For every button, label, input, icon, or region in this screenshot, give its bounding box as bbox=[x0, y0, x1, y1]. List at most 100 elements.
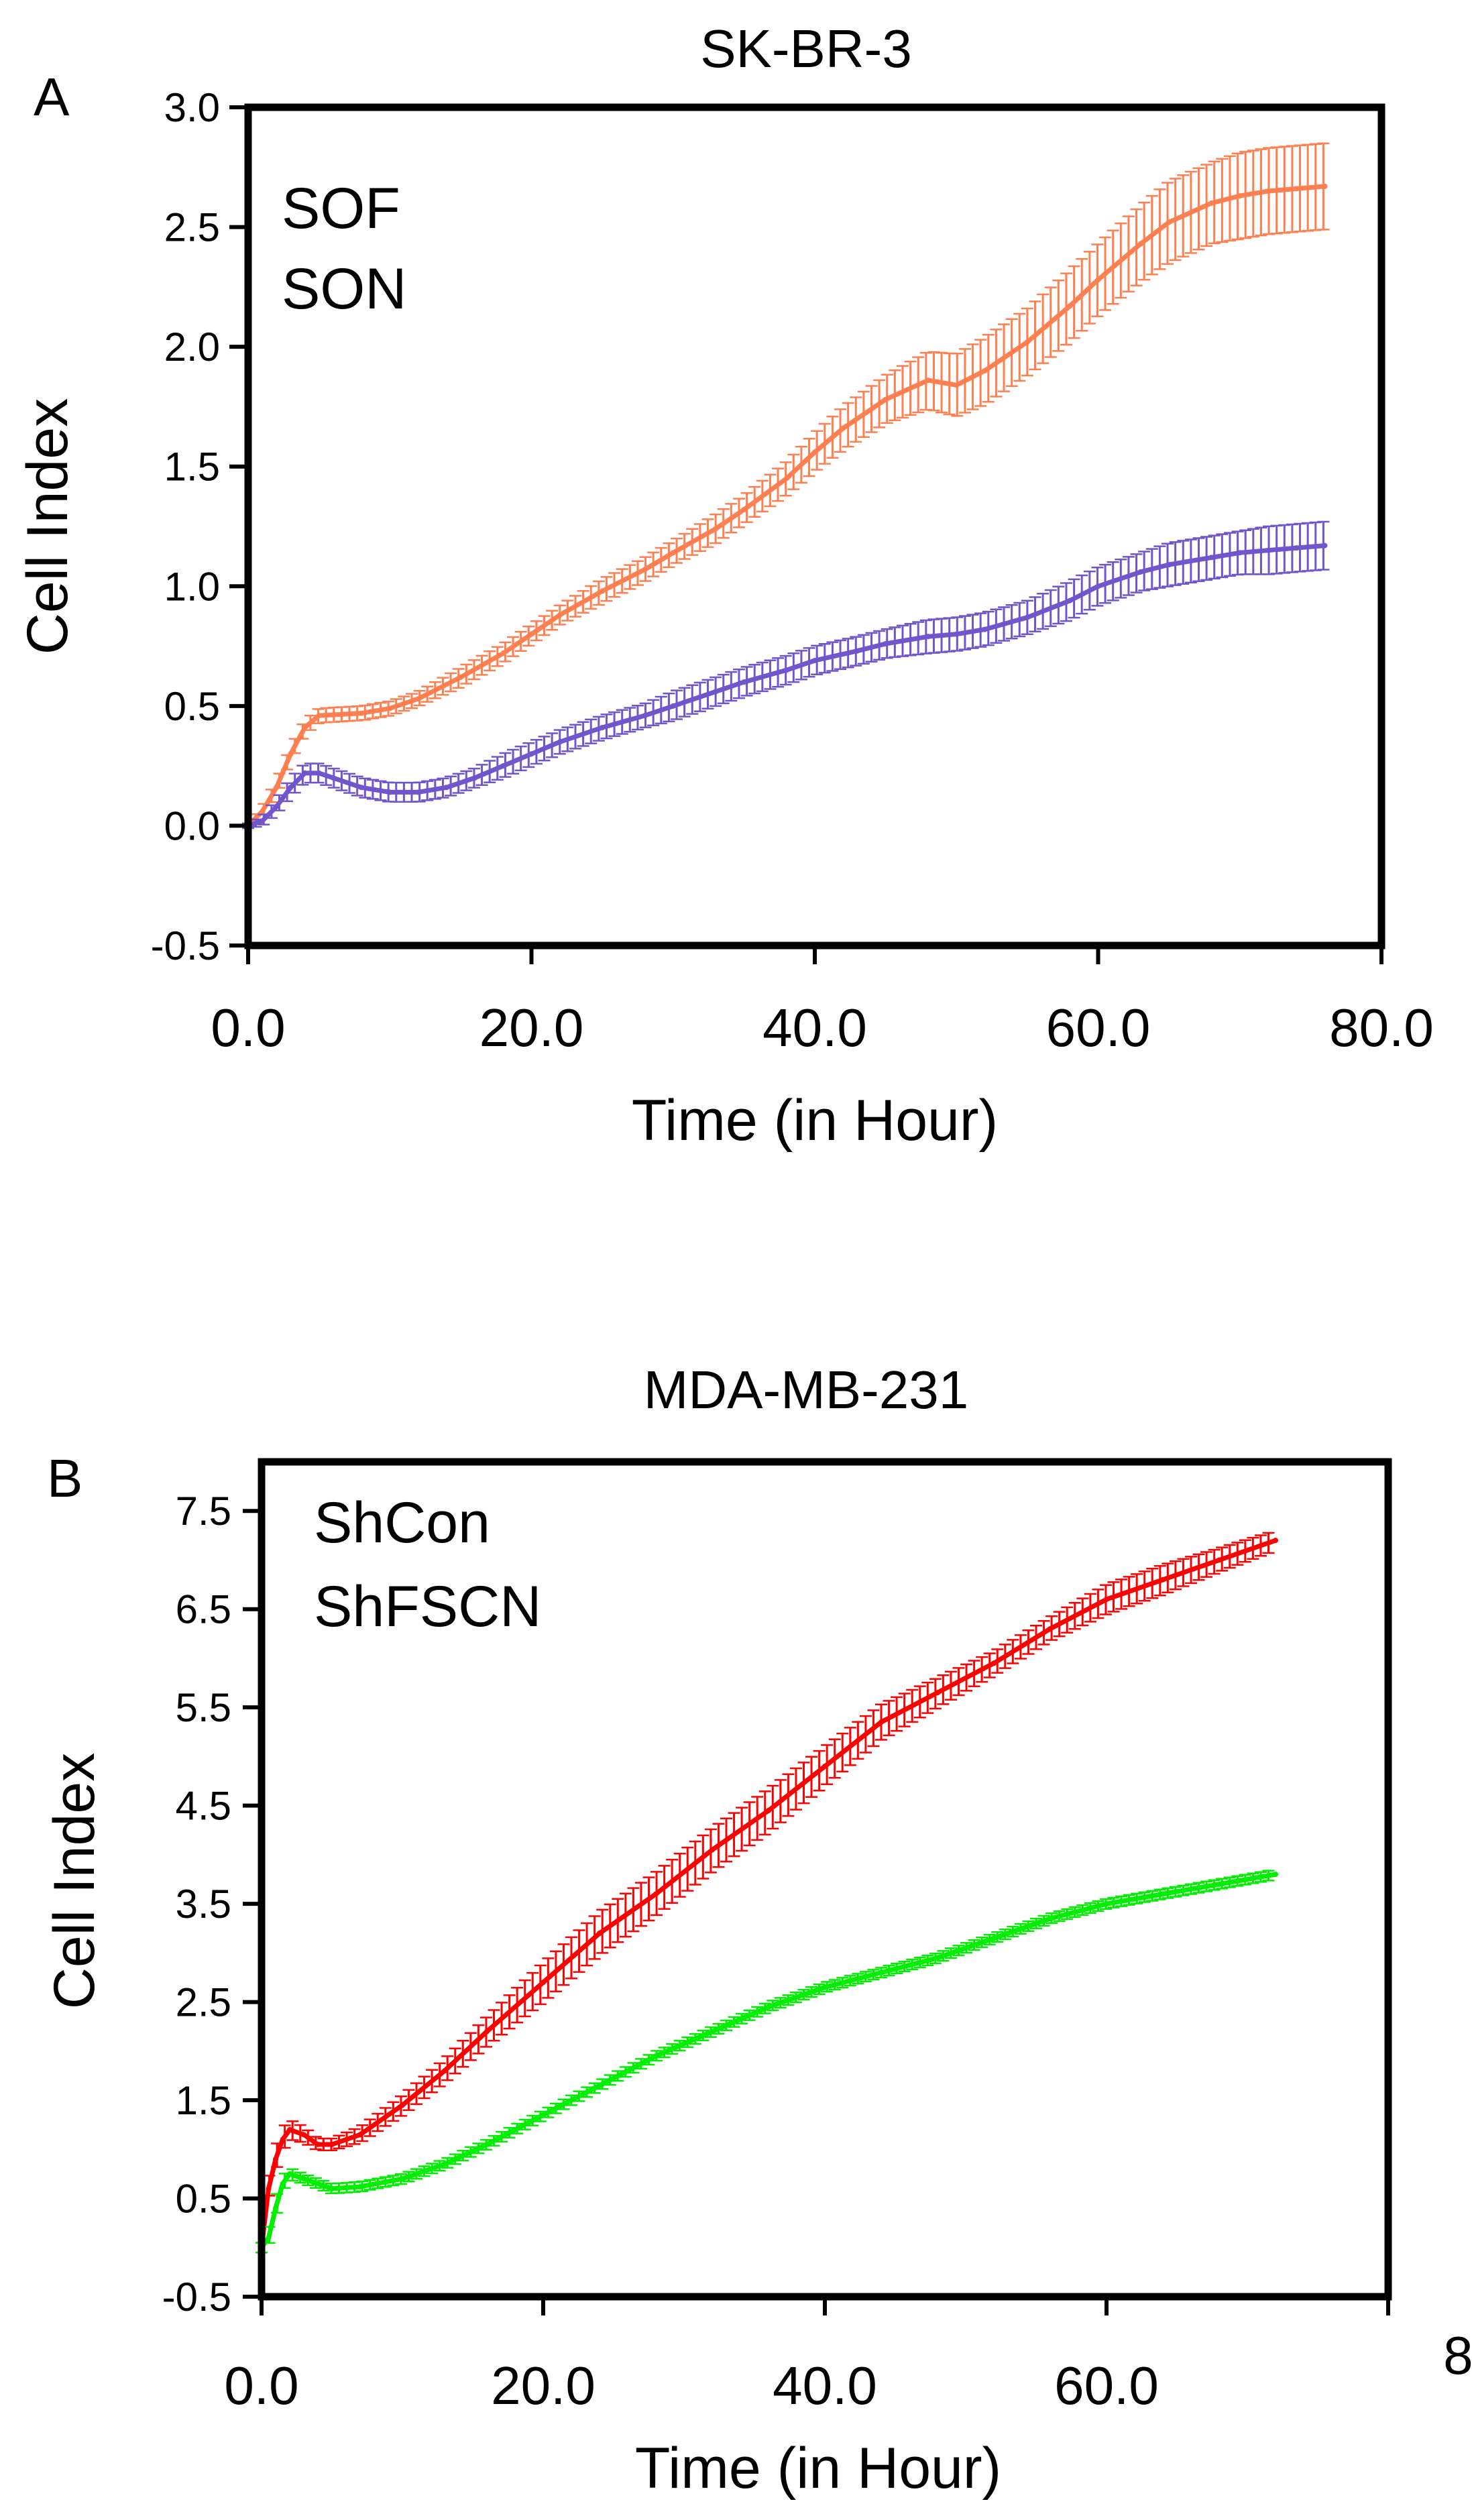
data-point-sof bbox=[883, 396, 889, 402]
data-point-shcon bbox=[597, 1931, 602, 1937]
data-point-sof bbox=[415, 696, 421, 702]
panel-b-plot-area bbox=[256, 1532, 1278, 2254]
data-point-son bbox=[415, 789, 421, 795]
data-point-son bbox=[443, 785, 449, 791]
data-point-shfscn bbox=[1216, 1881, 1222, 1887]
series-shcon bbox=[256, 1532, 1278, 2254]
data-point-sof bbox=[359, 710, 364, 716]
data-point-shfscn bbox=[1048, 1916, 1053, 1922]
data-point-shfscn bbox=[710, 2028, 715, 2035]
panel-b-x-axis-title: Time (in Hour) bbox=[635, 2436, 1001, 2501]
data-point-sof bbox=[1208, 200, 1214, 206]
data-point-shcon bbox=[484, 2028, 490, 2035]
series-line-shcon bbox=[259, 1538, 1278, 2250]
panel-a-x-tick-label: 20.0 bbox=[479, 998, 584, 1057]
data-point-son bbox=[316, 770, 322, 776]
data-point-son bbox=[1208, 555, 1214, 561]
panel-a-y-tick-label: 0.5 bbox=[164, 684, 220, 729]
data-point-shcon bbox=[1048, 1626, 1053, 1631]
data-point-sof bbox=[260, 809, 266, 814]
panel-a-y-tick-label: 0.0 bbox=[164, 803, 220, 848]
data-point-sof bbox=[528, 631, 534, 637]
panel-a-x-tick-label: 80.0 bbox=[1329, 998, 1434, 1057]
panel-a-x-axis-title: Time (in Hour) bbox=[632, 1088, 998, 1153]
data-point-shcon bbox=[1273, 1538, 1278, 1544]
data-point-son bbox=[812, 658, 817, 663]
panel-a-legend-son: SON bbox=[282, 257, 406, 321]
data-point-shcon bbox=[1160, 1577, 1166, 1583]
data-point-son bbox=[274, 803, 280, 809]
panel-a-y-axis: -0.5 0.0 0.5 1.0 1.5 2.0 2.5 3.0 bbox=[151, 85, 248, 968]
panel-b-x-tick-label: 60.0 bbox=[1054, 2356, 1159, 2415]
data-point-shfscn bbox=[1273, 1872, 1278, 1878]
data-point-shfscn bbox=[484, 2141, 490, 2147]
data-point-shcon bbox=[287, 2127, 292, 2132]
data-point-shfscn bbox=[1160, 1891, 1166, 1897]
data-point-shcon bbox=[541, 1980, 546, 1986]
panel-a-y-tick-label: 1.5 bbox=[164, 445, 220, 490]
data-point-shcon bbox=[400, 2102, 405, 2108]
data-point-sof bbox=[840, 425, 846, 431]
data-point-shfscn bbox=[442, 2161, 447, 2167]
data-point-shcon bbox=[1216, 1557, 1222, 1563]
data-point-sof bbox=[274, 785, 280, 791]
data-point-shcon bbox=[935, 1690, 940, 1696]
data-point-shcon bbox=[879, 1719, 884, 1725]
data-point-sof bbox=[600, 588, 606, 594]
data-point-shfscn bbox=[935, 1955, 940, 1961]
data-point-sof bbox=[1294, 186, 1300, 192]
panel-b-y-tick-label: 6.5 bbox=[176, 1587, 231, 1632]
data-point-shcon bbox=[273, 2156, 278, 2162]
data-point-son bbox=[883, 641, 889, 646]
data-point-son bbox=[528, 751, 534, 757]
data-point-sof bbox=[316, 713, 322, 719]
data-point-sof bbox=[1024, 339, 1030, 345]
data-point-son bbox=[1095, 583, 1101, 589]
panel-a-title: SK-BR-3 bbox=[700, 19, 912, 78]
panel-b-y-tick-label: 4.5 bbox=[176, 1784, 231, 1829]
data-point-shcon bbox=[442, 2068, 447, 2074]
panel-b-y-axis: -0.5 0.5 1.5 2.5 3.5 4.5 5.5 6.5 7.5 bbox=[162, 1489, 262, 2319]
data-point-sof bbox=[925, 378, 931, 384]
data-point-son bbox=[1137, 569, 1143, 575]
panel-a: SK-BR-3 A -0.5 0.0 0.5 1.0 1.5 2.0 2.5 3.0 0.0 2… bbox=[15, 19, 1434, 1153]
data-point-sof bbox=[387, 705, 393, 711]
panel-a-x-tick-label: 40.0 bbox=[762, 998, 867, 1057]
data-point-sof bbox=[783, 475, 789, 481]
data-point-shfscn bbox=[879, 1969, 884, 1975]
data-point-shcon bbox=[653, 1891, 659, 1897]
series-line-sof bbox=[245, 184, 1327, 828]
panel-a-plot-area bbox=[242, 142, 1330, 829]
data-point-sof bbox=[1095, 277, 1101, 283]
panel-b-x-axis: 0.0 20.0 40.0 60.0 80.0 bbox=[224, 2297, 1472, 2415]
panel-a-y-tick-label: 2.5 bbox=[164, 205, 220, 250]
panel-b-x-tick-label: 0.0 bbox=[224, 2356, 298, 2415]
panel-b-y-tick-label: -0.5 bbox=[162, 2275, 231, 2319]
panel-a-x-tick-label: 0.0 bbox=[211, 998, 285, 1057]
data-point-sof bbox=[1137, 241, 1143, 247]
data-point-son bbox=[557, 739, 563, 745]
data-point-sof bbox=[1237, 193, 1243, 199]
data-point-son bbox=[1166, 562, 1172, 568]
data-point-shcon bbox=[1104, 1597, 1109, 1603]
data-point-shcon bbox=[329, 2141, 335, 2147]
data-point-shcon bbox=[301, 2132, 306, 2138]
data-point-sof bbox=[302, 725, 308, 730]
data-point-shfscn bbox=[766, 2004, 771, 2010]
data-point-shfscn bbox=[301, 2176, 306, 2182]
data-point-shfscn bbox=[991, 1935, 997, 1941]
data-point-shfscn bbox=[541, 2112, 546, 2118]
data-point-sof bbox=[1166, 219, 1172, 225]
data-point-son bbox=[302, 770, 308, 776]
series-shfscn bbox=[256, 1870, 1278, 2254]
data-point-shcon bbox=[357, 2132, 363, 2138]
series-son bbox=[242, 520, 1330, 829]
panel-a-y-tick-label: 2.0 bbox=[164, 325, 220, 369]
data-point-shcon bbox=[280, 2136, 286, 2142]
data-point-shfscn bbox=[822, 1984, 828, 1990]
data-point-shcon bbox=[315, 2141, 321, 2147]
data-point-sof bbox=[713, 526, 719, 532]
data-point-shfscn bbox=[273, 2206, 278, 2212]
data-point-son bbox=[925, 634, 931, 640]
